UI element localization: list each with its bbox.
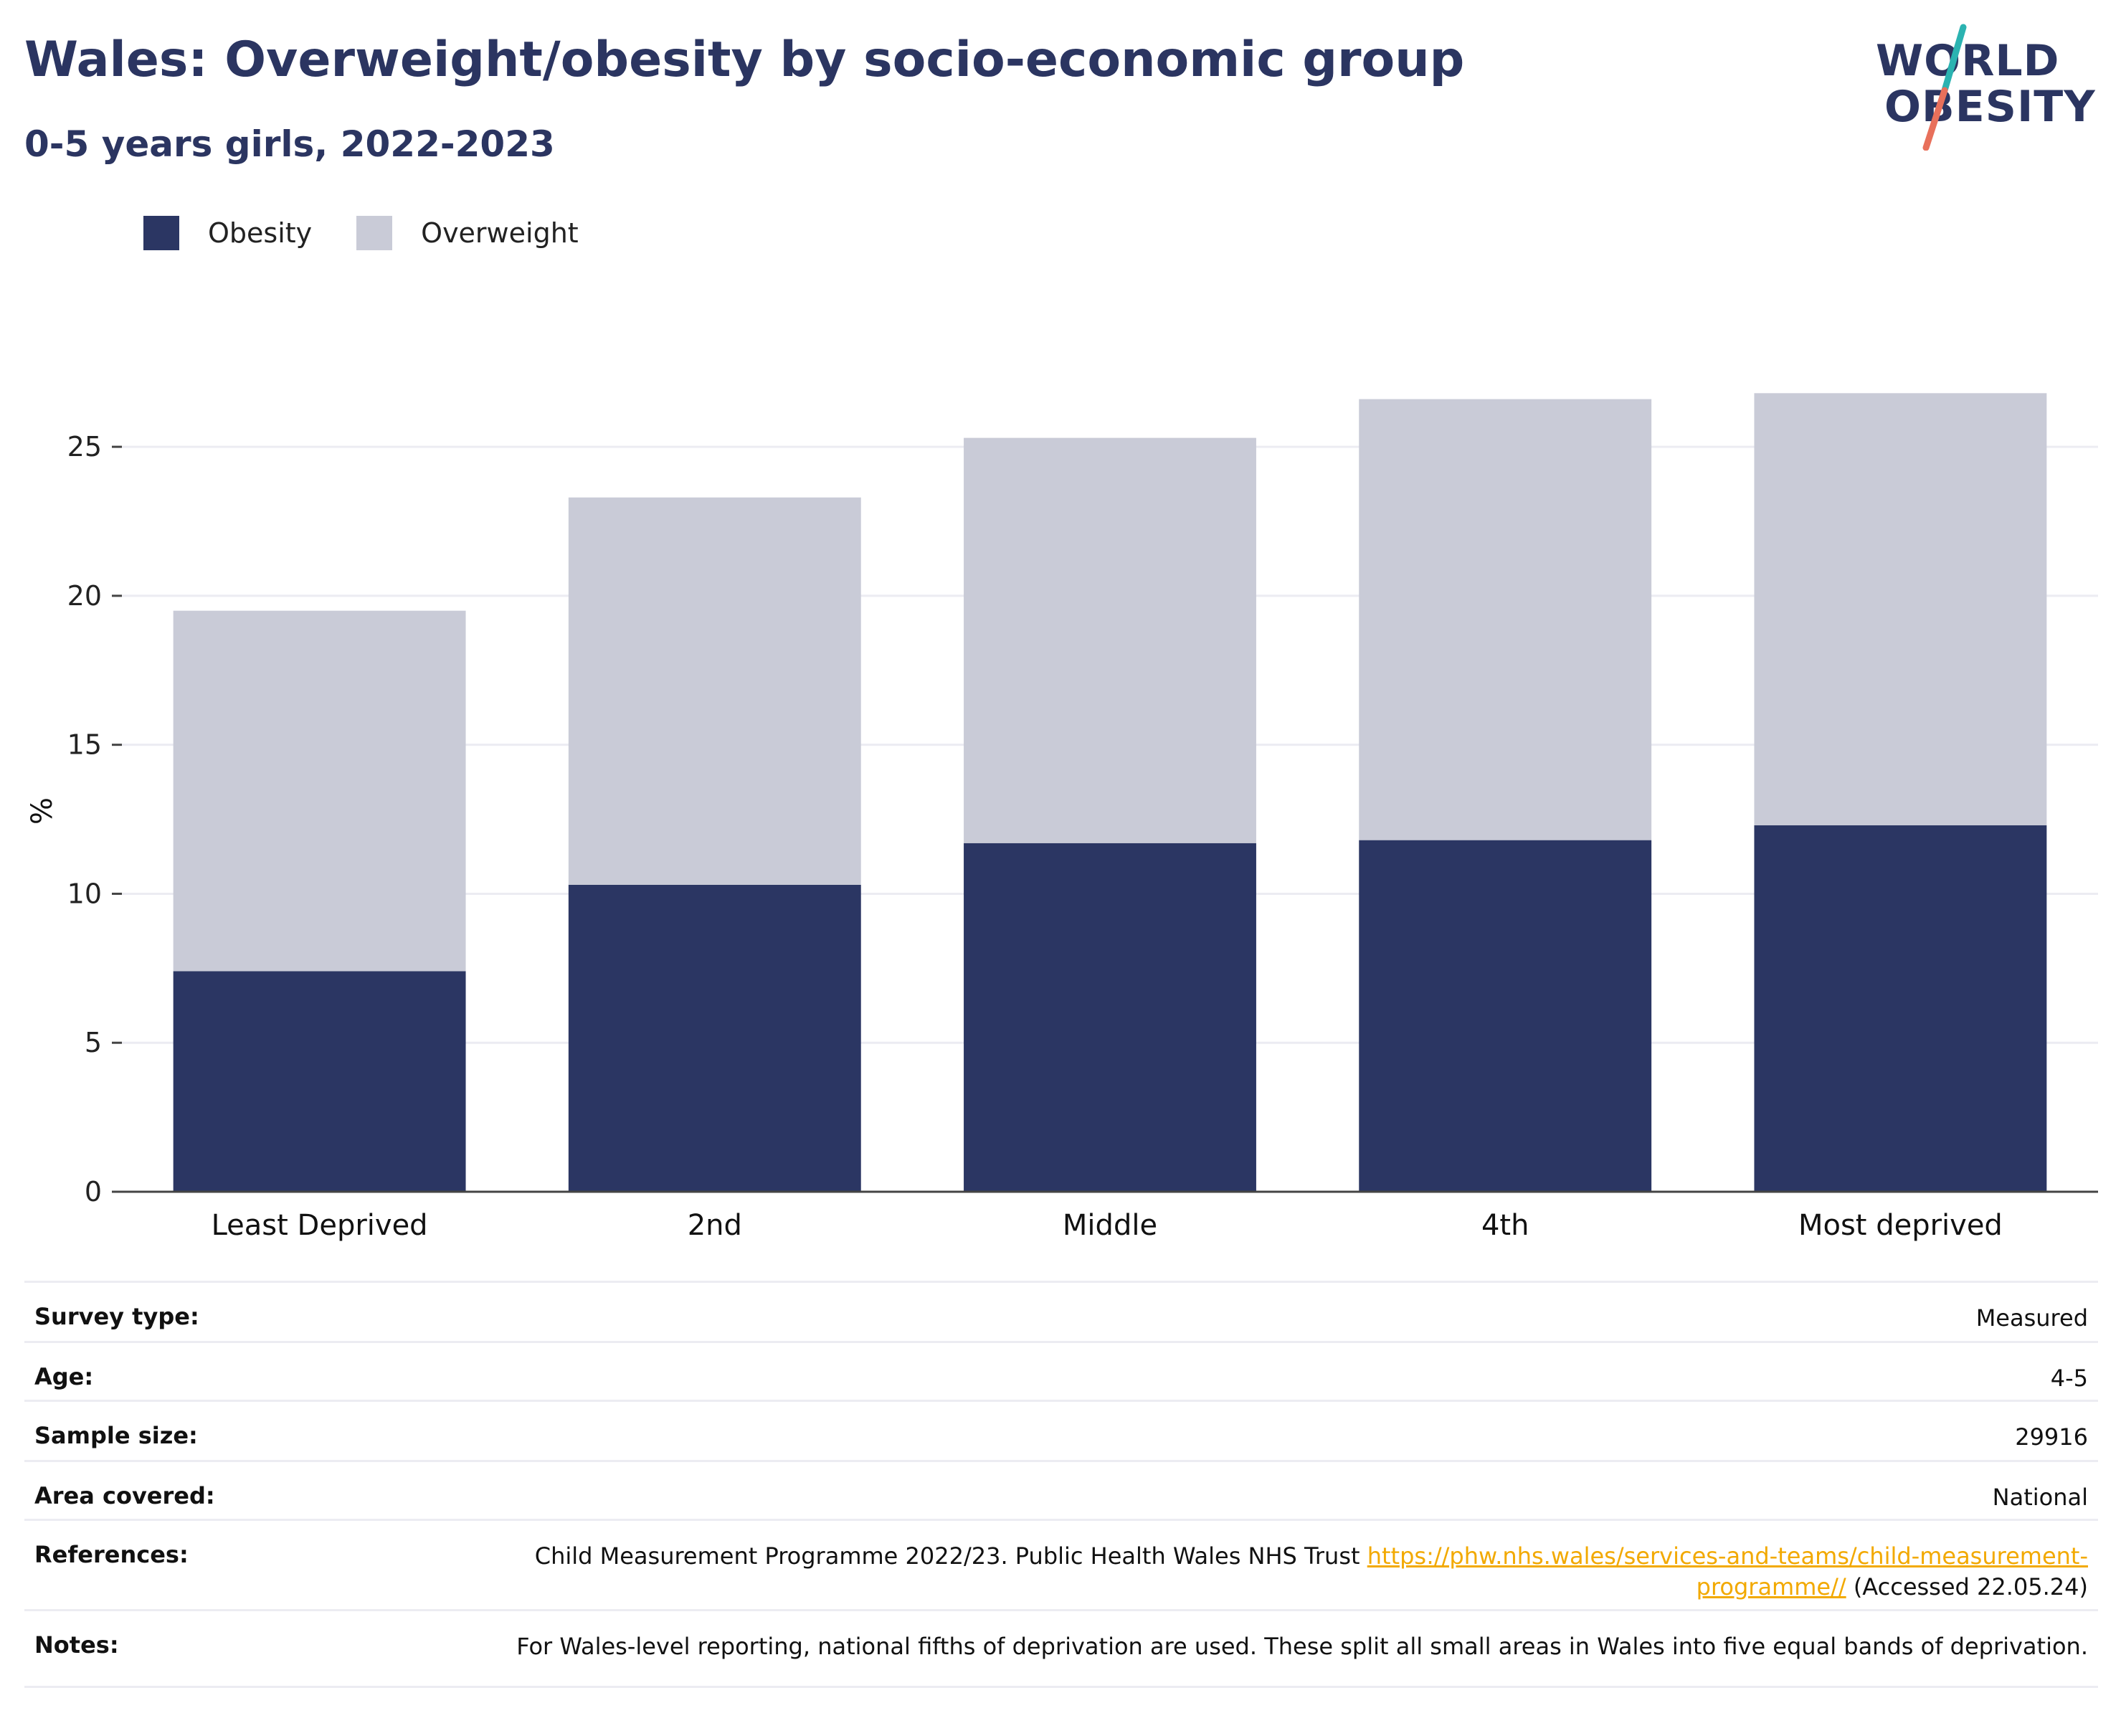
page-subtitle: 0-5 years girls, 2022-2023 <box>24 123 555 165</box>
meta-label-age: Age: <box>34 1363 94 1390</box>
meta-value-area: National <box>1992 1484 2088 1511</box>
logo-line-2: OBESITY <box>1884 82 2096 132</box>
bar-obesity-2[interactable] <box>568 884 861 1192</box>
x-tick-label-4: 4th <box>1481 1209 1529 1242</box>
x-tick-label-2: 2nd <box>688 1209 742 1242</box>
reference-accessed: (Accessed 22.05.24) <box>1846 1573 2088 1600</box>
meta-label-area: Area covered: <box>34 1482 215 1509</box>
meta-value-age: 4-5 <box>2050 1365 2088 1392</box>
legend-label-obesity: Obesity <box>208 217 313 249</box>
legend-item-obesity[interactable]: Obesity <box>143 216 312 250</box>
y-axis-label: % <box>26 797 59 825</box>
meta-label-references: References: <box>34 1541 189 1568</box>
meta-label-sample-size: Sample size: <box>34 1422 198 1449</box>
meta-row-area: Area covered: National <box>24 1460 2098 1519</box>
info-table: Survey type: Measured Age: 4-5 Sample si… <box>24 1281 2098 1688</box>
y-tick-label-25: 25 <box>67 431 102 463</box>
page-title: Wales: Overweight/obesity by socio-econo… <box>24 32 1465 88</box>
meta-value-sample-size: 29916 <box>2015 1423 2088 1451</box>
meta-label-notes: Notes: <box>34 1631 119 1659</box>
reference-link[interactable]: https://phw.nhs.wales/services-and-teams… <box>1367 1542 2088 1600</box>
y-tick-label-10: 10 <box>67 878 102 909</box>
meta-row-references: References: Child Measurement Programme … <box>24 1519 2098 1609</box>
meta-row-notes: Notes: For Wales-level reporting, nation… <box>24 1609 2098 1688</box>
legend-swatch-obesity <box>143 216 179 250</box>
bar-obesity-3[interactable] <box>964 843 1256 1192</box>
stacked-bar-chart: 0 5 10 15 20 25% Least Deprived 2nd Middle 4th Mos… <box>26 393 2098 1242</box>
bar-overweight-5[interactable] <box>1754 393 2047 825</box>
logo-slash-icon <box>1922 24 1967 151</box>
bar-overweight-3[interactable] <box>964 437 1256 843</box>
meta-label-survey-type: Survey type: <box>34 1303 199 1330</box>
meta-row-survey-type: Survey type: Measured <box>24 1281 2098 1341</box>
x-tick-label-1: Least Deprived <box>212 1209 428 1242</box>
world-obesity-logo: WORLD OBESITY <box>1864 22 2101 151</box>
bar-overweight-2[interactable] <box>568 497 861 885</box>
meta-value-survey-type: Measured <box>1975 1304 2088 1332</box>
legend-item-overweight[interactable]: Overweight <box>356 216 579 250</box>
y-tick-label-5: 5 <box>85 1027 102 1058</box>
bar-obesity-4[interactable] <box>1359 840 1652 1192</box>
meta-value-notes: For Wales-level reporting, national fift… <box>516 1633 2088 1660</box>
y-tick-label-15: 15 <box>67 729 102 761</box>
logo-line-1: WORLD <box>1876 36 2060 86</box>
bar-overweight-4[interactable] <box>1359 399 1652 840</box>
y-tick-label-0: 0 <box>85 1176 102 1208</box>
x-tick-label-3: Middle <box>1063 1209 1157 1242</box>
legend-label-overweight: Overweight <box>421 217 579 249</box>
legend-swatch-overweight <box>356 216 393 250</box>
meta-row-age: Age: 4-5 <box>24 1341 2098 1400</box>
bar-overweight-1[interactable] <box>173 610 466 972</box>
meta-value-references: Child Measurement Programme 2022/23. Pub… <box>475 1541 2088 1603</box>
y-tick-label-20: 20 <box>67 580 102 612</box>
chart-legend: Obesity Overweight <box>143 215 623 251</box>
bar-obesity-5[interactable] <box>1754 825 2047 1192</box>
x-tick-label-5: Most deprived <box>1798 1209 2003 1242</box>
bar-obesity-1[interactable] <box>173 971 466 1192</box>
reference-text: Child Measurement Programme 2022/23. Pub… <box>534 1542 1367 1570</box>
meta-row-sample-size: Sample size: 29916 <box>24 1400 2098 1460</box>
